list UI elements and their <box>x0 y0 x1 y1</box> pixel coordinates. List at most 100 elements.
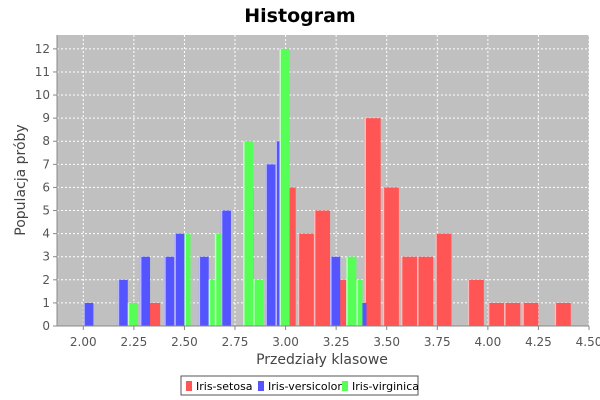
x-tick-label: 3.00 <box>272 335 299 349</box>
bar-highlight <box>382 187 385 326</box>
bar-highlight <box>554 302 557 326</box>
bar-highlight <box>435 233 437 326</box>
bar-highlight <box>214 233 217 326</box>
bar-highlight <box>275 141 277 326</box>
bar-iris-virginica <box>214 233 221 326</box>
bar-iris-virginica <box>356 279 363 326</box>
bar-highlight <box>417 256 419 326</box>
bar-iris-setosa <box>297 233 314 326</box>
axes <box>56 35 589 327</box>
bar-iris-versicolor <box>164 256 175 326</box>
bar-iris-versicolor <box>198 256 209 326</box>
bar-iris-versicolor <box>330 256 341 326</box>
y-tick-label: 10 <box>35 88 50 102</box>
bar-highlight <box>243 141 245 326</box>
bar-iris-setosa <box>400 256 418 326</box>
y-tick-label: 0 <box>42 319 50 333</box>
bar-iris-versicolor <box>265 164 276 326</box>
x-tick-label: 3.75 <box>424 335 451 349</box>
x-tick-label: 2.25 <box>121 335 148 349</box>
bar-iris-versicolor <box>220 210 231 326</box>
bar-highlight <box>504 302 506 326</box>
bar-highlight <box>117 279 120 326</box>
legend-box <box>180 375 419 396</box>
bar-iris-versicolor <box>174 233 185 326</box>
bar-iris-versicolor <box>83 302 94 326</box>
x-tick-label: 4.50 <box>576 335 600 349</box>
bar-highlight <box>83 302 85 326</box>
x-tick-label: 4.00 <box>474 335 501 349</box>
bar-iris-setosa <box>467 279 484 326</box>
bar-highlight <box>139 256 142 326</box>
bar-highlight <box>208 279 211 326</box>
bar-highlight <box>364 118 366 327</box>
bar-highlight <box>522 302 524 326</box>
bar-highlight <box>313 210 316 326</box>
y-tick-label: 8 <box>42 134 50 148</box>
bar-iris-setosa <box>313 210 331 326</box>
bar-highlight <box>356 279 358 326</box>
bar-iris-setosa <box>554 302 571 326</box>
bar-iris-virginica <box>279 48 290 326</box>
bar-iris-setosa <box>487 302 505 326</box>
bar-iris-setosa <box>382 187 399 326</box>
legend-swatch-versicolor <box>258 381 264 391</box>
y-tick-label: 9 <box>42 111 50 125</box>
bar-iris-versicolor <box>117 279 128 326</box>
bar-iris-virginica <box>184 233 191 326</box>
legend-swatch-setosa <box>186 381 192 391</box>
x-tick-label: 2.00 <box>70 335 97 349</box>
x-tick-label: 3.50 <box>373 335 400 349</box>
bar-highlight <box>330 256 332 326</box>
bar-highlight <box>467 279 470 326</box>
x-axis-ticks: 2.00 2.25 2.50 2.75 3.00 3.25 3.50 3.75 4.00 4.25… <box>70 326 600 349</box>
y-tick-label: 2 <box>42 273 50 287</box>
legend: Iris-setosa Iris-versicolor Iris-virgini… <box>180 375 419 396</box>
bar-highlight <box>400 256 403 326</box>
y-tick-label: 11 <box>35 65 50 79</box>
bar-iris-virginica <box>208 279 215 326</box>
bar-highlight <box>174 233 176 326</box>
legend-label-setosa: Iris-setosa <box>196 380 253 393</box>
x-axis-label: Przedziały klasowe <box>256 352 388 368</box>
x-tick-label: 2.50 <box>171 335 198 349</box>
bar-iris-setosa <box>417 256 434 326</box>
legend-label-virginica: Iris-virginica <box>352 380 419 393</box>
bar-iris-virginica <box>253 279 264 326</box>
x-tick-label: 2.75 <box>222 335 249 349</box>
legend-label-versicolor: Iris-versicolor <box>268 380 342 393</box>
chart-title: Histogram <box>244 5 355 27</box>
x-tick-label: 3.25 <box>323 335 350 349</box>
bar-highlight <box>265 164 267 326</box>
bar-highlight <box>164 256 166 326</box>
legend-swatch-virginica <box>342 381 348 391</box>
y-tick-label: 4 <box>42 227 50 241</box>
x-tick-label: 4.25 <box>525 335 552 349</box>
bar-iris-setosa <box>435 233 452 326</box>
bar-highlight <box>279 48 282 326</box>
y-tick-label: 12 <box>35 42 50 56</box>
bar-iris-virginica <box>243 141 254 326</box>
bar-highlight <box>297 233 300 326</box>
y-axis-label: Populacja próby <box>13 124 29 235</box>
y-tick-label: 3 <box>42 250 50 264</box>
bar-highlight <box>184 233 186 326</box>
bar-iris-setosa <box>364 118 381 327</box>
bar-highlight <box>127 302 130 326</box>
bar-iris-setosa <box>522 302 539 326</box>
bar-highlight <box>487 302 490 326</box>
bar-highlight <box>346 256 348 326</box>
bar-iris-versicolor <box>139 256 151 326</box>
bar-iris-virginica <box>127 302 138 326</box>
y-tick-label: 6 <box>42 180 50 194</box>
bar-highlight <box>198 256 201 326</box>
bar-highlight <box>220 210 223 326</box>
y-tick-label: 5 <box>42 204 50 218</box>
bars <box>83 48 571 327</box>
y-tick-label: 1 <box>42 296 50 310</box>
bar-iris-setosa <box>504 302 521 326</box>
y-tick-label: 7 <box>42 157 50 171</box>
bar-iris-virginica <box>346 256 357 326</box>
